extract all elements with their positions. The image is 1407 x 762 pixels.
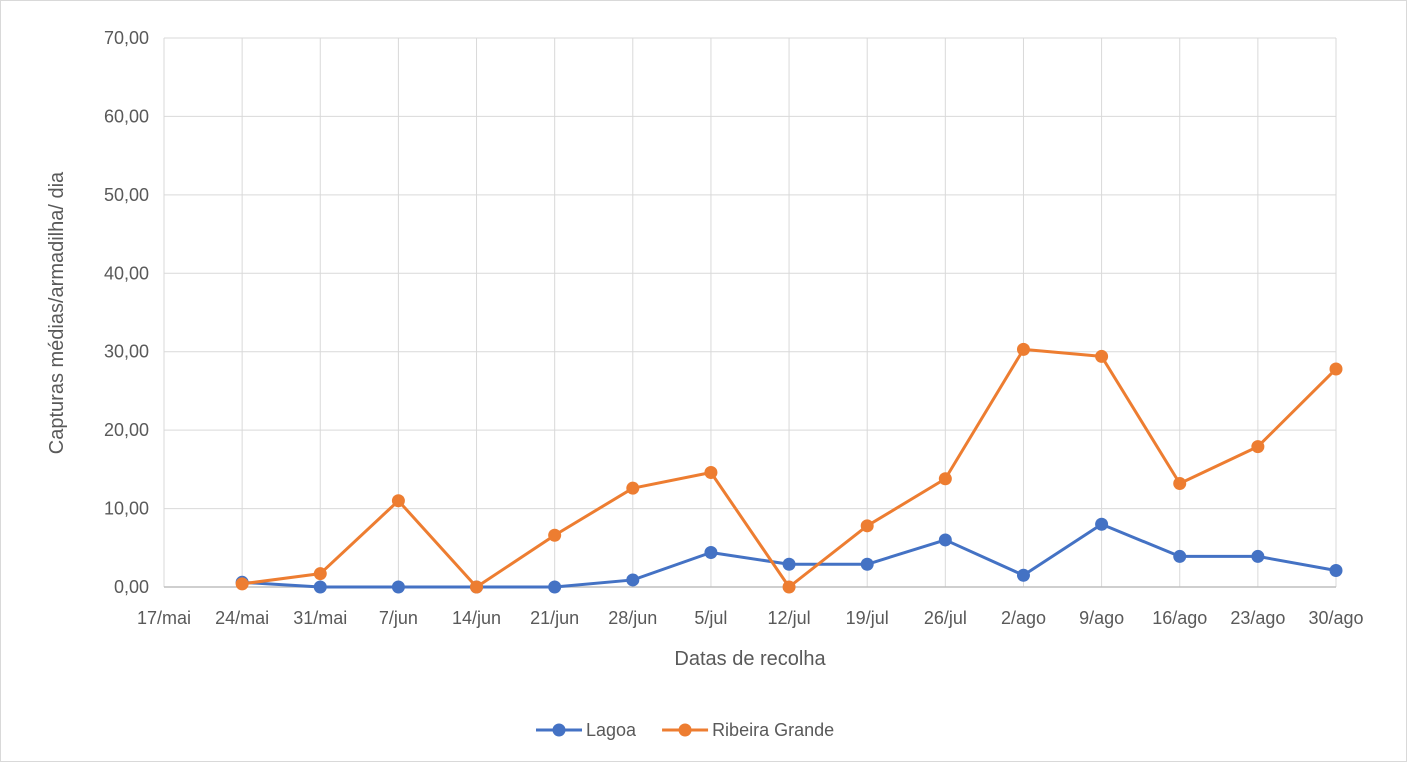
data-point <box>704 545 718 559</box>
data-point <box>391 494 405 508</box>
data-point <box>938 472 952 486</box>
x-tick-label: 31/mai <box>293 608 347 628</box>
x-tick-label: 21/jun <box>530 608 579 628</box>
data-point <box>1016 568 1030 582</box>
x-tick-label: 26/jul <box>924 608 967 628</box>
legend: Lagoa Ribeira Grande <box>536 720 834 740</box>
x-tick-label: 9/ago <box>1079 608 1124 628</box>
y-tick-label: 20,00 <box>104 420 149 440</box>
data-point <box>782 580 796 594</box>
x-tick-label: 5/jul <box>694 608 727 628</box>
series-layer <box>235 342 1343 594</box>
x-tick-label: 17/mai <box>137 608 191 628</box>
y-axis-title: Capturas médias/armadilha/ dia <box>46 171 68 454</box>
x-tick-label: 24/mai <box>215 608 269 628</box>
data-point <box>1173 549 1187 563</box>
data-point <box>860 557 874 571</box>
x-tick-label: 12/jul <box>768 608 811 628</box>
data-point <box>626 573 640 587</box>
data-point <box>1329 362 1343 376</box>
y-tick-label: 30,00 <box>104 342 149 362</box>
data-point <box>313 580 327 594</box>
y-tick-label: 50,00 <box>104 185 149 205</box>
data-point <box>470 580 484 594</box>
data-point <box>1329 564 1343 578</box>
x-axis-title: Datas de recolha <box>674 648 826 670</box>
legend-label-0: Lagoa <box>586 720 637 740</box>
x-tick-label: 16/ago <box>1152 608 1207 628</box>
y-tick-label: 60,00 <box>104 106 149 126</box>
data-point <box>235 577 249 591</box>
y-tick-label: 40,00 <box>104 263 149 283</box>
y-tick-label: 10,00 <box>104 499 149 519</box>
data-point <box>704 465 718 479</box>
data-point <box>391 580 405 594</box>
data-point <box>938 533 952 547</box>
data-point <box>626 481 640 495</box>
x-tick-label: 14/jun <box>452 608 501 628</box>
legend-marker-1 <box>678 723 692 737</box>
x-tick-label: 2/ago <box>1001 608 1046 628</box>
x-tick-label: 30/ago <box>1308 608 1363 628</box>
axis-layer: 0,00 10,00 20,00 30,00 40,00 50,00 60,00 70,00 1… <box>104 28 1364 628</box>
data-point <box>313 567 327 581</box>
data-point <box>1251 440 1265 454</box>
data-point <box>782 557 796 571</box>
data-point <box>548 528 562 542</box>
x-tick-label: 7/jun <box>379 608 418 628</box>
data-point <box>1173 476 1187 490</box>
x-tick-label: 23/ago <box>1230 608 1285 628</box>
x-tick-label: 19/jul <box>846 608 889 628</box>
data-point <box>1016 342 1030 356</box>
data-point <box>1095 349 1109 363</box>
legend-marker-0 <box>552 723 566 737</box>
x-tick-label: 28/jun <box>608 608 657 628</box>
data-point <box>1095 517 1109 531</box>
data-point <box>860 519 874 533</box>
y-tick-label: 0,00 <box>114 577 149 597</box>
data-point <box>1251 549 1265 563</box>
grid-layer <box>163 37 1337 587</box>
legend-label-1: Ribeira Grande <box>712 720 834 740</box>
y-tick-label: 70,00 <box>104 28 149 48</box>
data-point <box>548 580 562 594</box>
